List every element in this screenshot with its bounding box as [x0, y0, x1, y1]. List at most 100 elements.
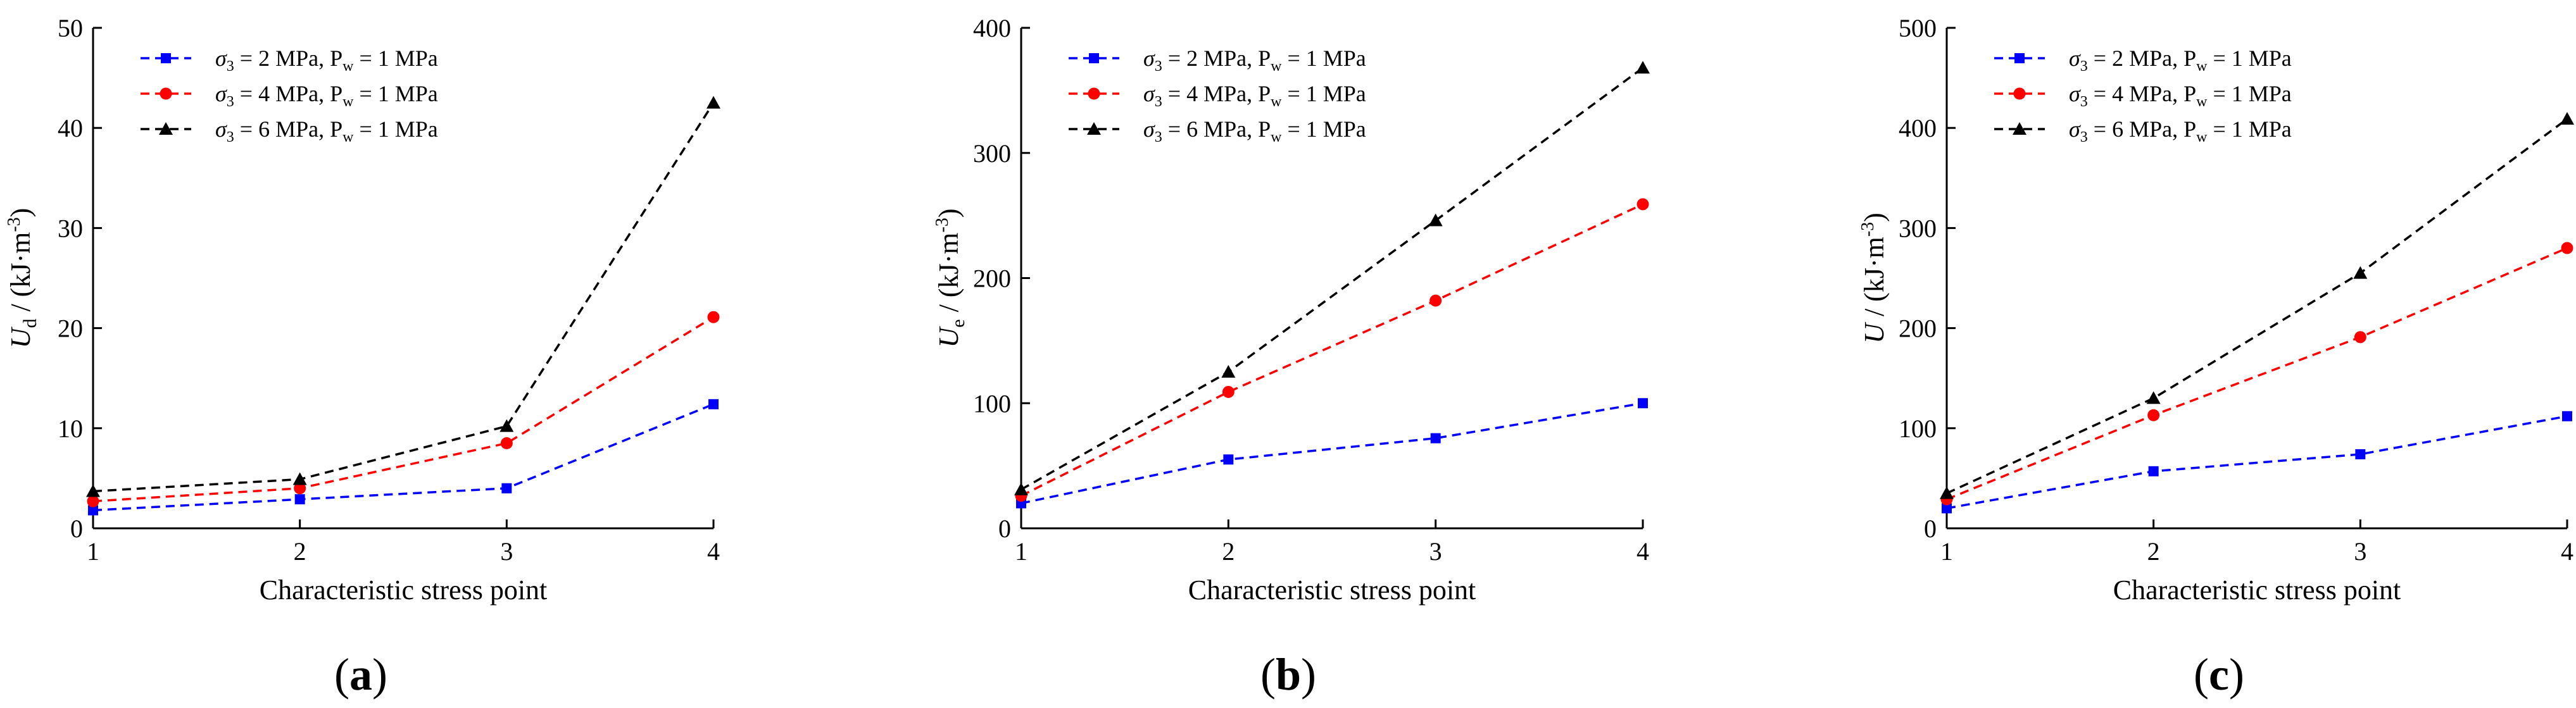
series-line-1 — [1946, 415, 2568, 510]
panel-label-close: ) — [2229, 649, 2244, 700]
legend-sigma-symbol: σ — [1143, 116, 1155, 142]
y-tick-label: 20 — [58, 314, 83, 343]
series-line-3 — [1021, 66, 1644, 491]
legend-marker — [159, 122, 173, 135]
data-point-1 — [1942, 503, 1952, 514]
data-point-3 — [707, 96, 720, 109]
legend-sigma-sub: 3 — [2080, 129, 2088, 146]
legend-sigma-value: = 4 MPa, P — [234, 81, 342, 106]
legend-marker — [160, 87, 172, 100]
y-axis-label: Ud / (kJ·m-3) — [4, 208, 41, 349]
data-point-1 — [1223, 454, 1234, 465]
x-tick-label: 1 — [1940, 537, 1953, 566]
series-line-2 — [92, 316, 714, 503]
data-point-2 — [1222, 385, 1235, 398]
legend-pw-sub: w — [2196, 129, 2208, 146]
y-axis-label-sub: e — [948, 319, 969, 327]
y-axis-label-unit: / (kJ·m — [933, 232, 964, 319]
y-tick-label: 0 — [998, 514, 1011, 543]
y-tick-label: 300 — [973, 139, 1011, 168]
panel-label-letter: a — [349, 649, 372, 700]
legend-sigma-symbol: σ — [2069, 116, 2081, 142]
data-point-3 — [499, 419, 514, 432]
legend-label: σ3 = 4 MPa, Pw = 1 MPa — [215, 81, 438, 110]
legend-sigma-value: = 6 MPa, P — [2088, 116, 2196, 142]
data-point-3 — [2353, 266, 2368, 279]
data-point-3 — [2146, 391, 2161, 404]
legend-sigma-value: = 4 MPa, P — [2088, 81, 2196, 106]
panel-label-close: ) — [1301, 649, 1316, 700]
data-point-2 — [87, 495, 99, 507]
legend-sigma-sub: 3 — [2080, 94, 2088, 110]
y-tick-label: 40 — [58, 114, 83, 142]
data-point-1 — [1638, 398, 1648, 409]
legend-pw-value: = 1 MPa — [2207, 46, 2291, 71]
data-point-1 — [1430, 433, 1441, 444]
legend-marker — [1089, 53, 1099, 63]
legend-sigma-value: = 4 MPa, P — [1162, 81, 1271, 106]
data-point-1 — [294, 494, 305, 505]
x-tick-label: 3 — [500, 537, 513, 566]
legend-sigma-symbol: σ — [215, 46, 227, 71]
legend-pw-sub: w — [2196, 94, 2208, 110]
legend-pw-value: = 1 MPa — [1281, 116, 1366, 142]
legend-sigma-sub: 3 — [1155, 129, 1162, 146]
chart-panel-c: 1 2 3 4 0 100 200 300 400 500 Characteristic stres… — [1858, 14, 2574, 700]
y-axis-label: Ue / (kJ·m-3) — [933, 209, 969, 348]
y-axis-label-close: ) — [933, 209, 964, 218]
legend-entry-3: σ3 = 6 MPa, Pw = 1 MPa — [1994, 116, 2292, 146]
legend-sigma-sub: 3 — [2080, 58, 2088, 75]
legend-sigma-sub: 3 — [227, 129, 234, 146]
x-tick-label: 4 — [2561, 537, 2573, 566]
legend-pw-value: = 1 MPa — [2207, 116, 2291, 142]
panel-label: (a) — [334, 649, 387, 700]
legend-entry-2: σ3 = 4 MPa, Pw = 1 MPa — [1994, 81, 2292, 110]
legend-pw-value: = 1 MPa — [353, 116, 437, 142]
legend-label: σ3 = 4 MPa, Pw = 1 MPa — [2069, 81, 2292, 110]
y-tick-label: 200 — [1899, 314, 1937, 343]
data-point-2 — [1429, 294, 1442, 307]
legend-pw-value: = 1 MPa — [1281, 46, 1366, 71]
data-point-2 — [2561, 242, 2573, 254]
y-axis-label-symbol: U — [933, 325, 964, 347]
panel-label-open: ( — [334, 649, 349, 700]
y-tick-label: 300 — [1899, 214, 1937, 242]
legend-entry-2: σ3 = 4 MPa, Pw = 1 MPa — [141, 81, 438, 110]
legend-pw-sub: w — [342, 94, 354, 110]
legend-pw-sub: w — [1271, 129, 1282, 146]
legend-entry-2: σ3 = 4 MPa, Pw = 1 MPa — [1069, 81, 1366, 110]
data-point-1 — [2562, 411, 2572, 421]
legend-sigma-sub: 3 — [227, 58, 234, 75]
legend-marker — [2013, 87, 2026, 100]
panel-label: (c) — [2194, 649, 2244, 700]
legend-pw-sub: w — [342, 58, 354, 75]
legend-marker — [2014, 53, 2025, 63]
y-tick-label: 10 — [58, 414, 83, 443]
legend-sigma-value: = 2 MPa, P — [234, 46, 342, 71]
y-tick-label: 400 — [1899, 114, 1937, 142]
legend-sigma-sub: 3 — [227, 94, 234, 110]
y-axis-label-close: ) — [5, 208, 36, 218]
y-axis-label-close: ) — [1859, 213, 1890, 222]
y-tick-label: 100 — [1899, 414, 1937, 443]
y-axis-label-exp: -3 — [4, 217, 24, 232]
legend-sigma-symbol: σ — [2069, 46, 2081, 71]
legend-entry-3: σ3 = 6 MPa, Pw = 1 MPa — [141, 116, 438, 146]
y-axis-label-exp: -3 — [1858, 222, 1878, 237]
y-tick-label: 50 — [58, 14, 83, 42]
panel-label-open: ( — [2194, 649, 2209, 700]
legend-entry-1: σ3 = 2 MPa, Pw = 1 MPa — [141, 46, 438, 75]
legend-pw-value: = 1 MPa — [353, 46, 437, 71]
legend-label: σ3 = 2 MPa, Pw = 1 MPa — [1143, 46, 1366, 75]
data-point-2 — [2354, 331, 2366, 344]
legend-sigma-sub: 3 — [1155, 94, 1162, 110]
y-tick-label: 30 — [58, 214, 83, 242]
chart-panel-b: 1 2 3 4 0 100 200 300 400 Characteristic stress p… — [933, 14, 1650, 700]
y-axis-label-unit: / (kJ·m — [1859, 237, 1890, 323]
legend-label: σ3 = 2 MPa, Pw = 1 MPa — [215, 46, 438, 75]
legend-pw-sub: w — [2196, 58, 2208, 75]
data-point-1 — [708, 399, 719, 409]
data-point-1 — [501, 483, 512, 494]
